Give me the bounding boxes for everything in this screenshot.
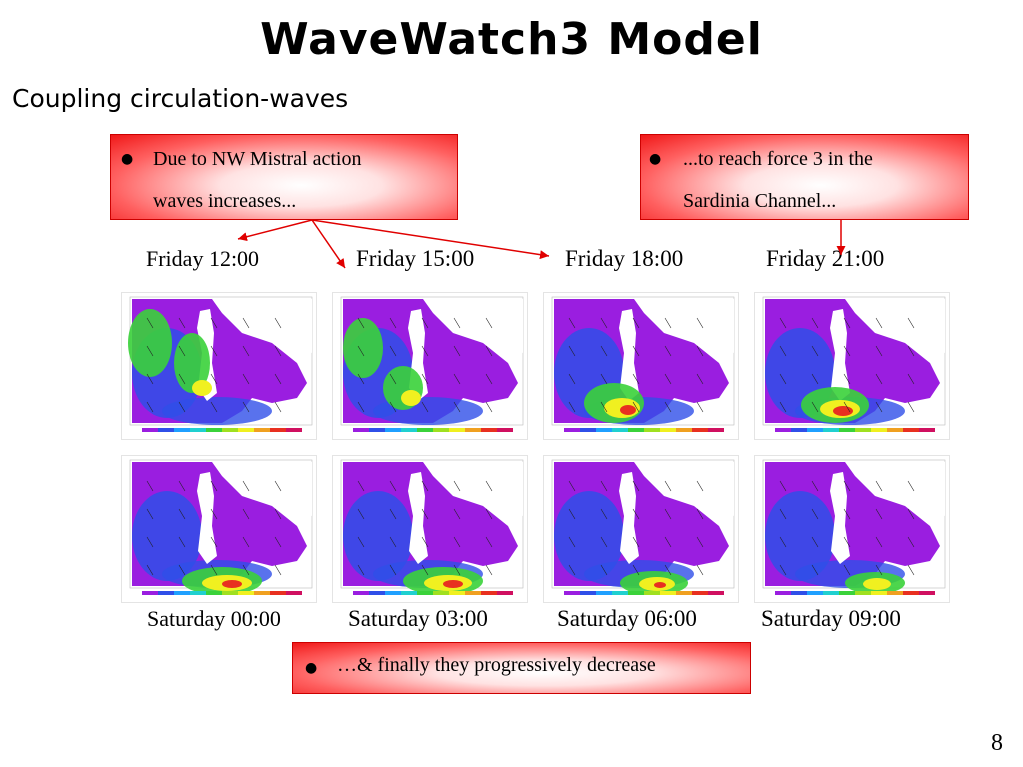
- callout-right-line1: ...to reach force 3 in the: [683, 148, 873, 170]
- page-number: 8: [991, 730, 1003, 756]
- wave-height-map-graphic: [762, 459, 946, 595]
- callout-right: ● ...to reach force 3 in the Sardinia Ch…: [640, 134, 969, 220]
- wave-map-saturday-0900: [754, 455, 950, 603]
- caption-friday-2100: Friday 21:00: [766, 246, 885, 271]
- wave-height-map-graphic: [551, 296, 735, 432]
- callout-bottom: ● …& finally they progressively decrease: [292, 642, 751, 694]
- caption-friday-1800: Friday 18:00: [565, 246, 684, 271]
- wave-height-map-graphic: [340, 459, 524, 595]
- wave-map-friday-1500: [332, 292, 528, 440]
- wave-map-saturday-0000: [121, 455, 317, 603]
- wave-map-friday-1200: [121, 292, 317, 440]
- wave-map-friday-2100: [754, 292, 950, 440]
- wave-map-saturday-0300: [332, 455, 528, 603]
- wave-height-map-graphic: [340, 296, 524, 432]
- bullet-icon: ●: [121, 151, 134, 167]
- bullet-icon: ●: [649, 151, 662, 167]
- arrow-to-friday-1200: [237, 219, 313, 242]
- callout-left-line1: Due to NW Mistral action: [153, 148, 362, 170]
- caption-friday-1500: Friday 15:00: [356, 246, 475, 271]
- callout-right-line2: Sardinia Channel...: [683, 190, 837, 212]
- callout-left-line2: waves increases...: [153, 190, 297, 212]
- callout-bottom-text: …& finally they progressively decrease: [337, 654, 656, 676]
- callout-left: ● Due to NW Mistral action waves increas…: [110, 134, 458, 220]
- wave-height-map-graphic: [129, 459, 313, 595]
- slide-subtitle: Coupling circulation-waves: [12, 84, 349, 113]
- wave-map-friday-1800: [543, 292, 739, 440]
- caption-saturday-0300: Saturday 03:00: [348, 606, 488, 631]
- arrow-to-friday-1500: [311, 219, 346, 269]
- slide-title: WaveWatch3 Model: [260, 14, 763, 65]
- wave-height-map-graphic: [128, 296, 313, 432]
- caption-saturday-0600: Saturday 06:00: [557, 606, 697, 631]
- bullet-icon: ●: [305, 660, 318, 676]
- wave-height-map-graphic: [762, 296, 946, 432]
- caption-saturday-0900: Saturday 09:00: [761, 606, 901, 631]
- wave-height-map-graphic: [551, 459, 735, 595]
- arrow-to-friday-1800: [311, 219, 550, 260]
- wave-map-saturday-0600: [543, 455, 739, 603]
- caption-saturday-0000: Saturday 00:00: [147, 606, 281, 631]
- caption-friday-1200: Friday 12:00: [146, 246, 260, 271]
